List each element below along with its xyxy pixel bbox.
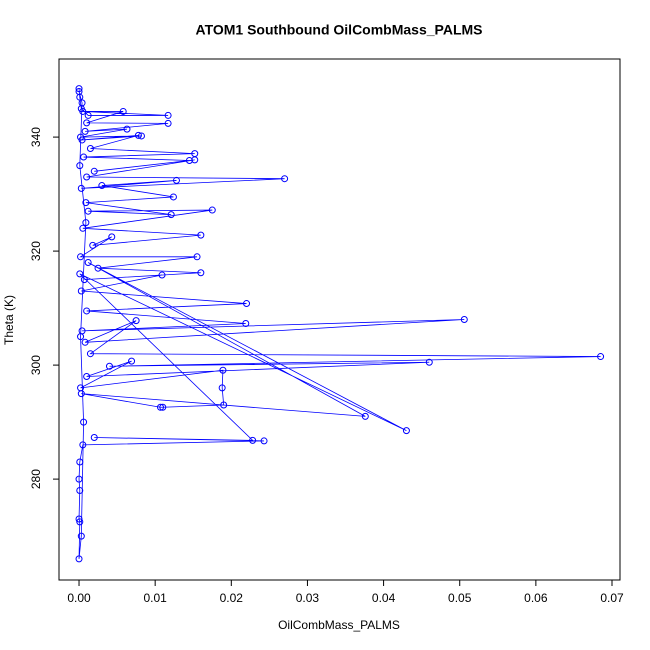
data-point: [159, 403, 167, 411]
data-point: [80, 276, 88, 284]
data-point: [83, 173, 91, 181]
data-point: [197, 231, 205, 239]
data-point: [191, 156, 199, 164]
x-axis-label: OilCombMass_PALMS: [278, 618, 400, 632]
data-point: [84, 111, 92, 119]
data-point: [76, 162, 84, 170]
data-point: [84, 207, 92, 215]
data-point: [193, 253, 201, 261]
data-point: [75, 475, 83, 483]
data-point: [218, 384, 226, 392]
data-point: [79, 441, 87, 449]
data-point: [83, 373, 91, 381]
plot-frame: [58, 58, 621, 581]
y-tick-label: 320: [29, 241, 43, 261]
data-point: [81, 127, 89, 135]
data-point: [169, 193, 177, 201]
data-point: [164, 119, 172, 127]
y-tick-label: 340: [29, 127, 43, 147]
data-point: [77, 532, 85, 540]
data-point: [86, 144, 94, 152]
x-tick-label: 0.04: [372, 591, 396, 605]
data-point: [219, 366, 227, 374]
data-point: [80, 153, 88, 161]
data-point: [82, 219, 90, 227]
x-tick-label: 0.07: [600, 591, 624, 605]
data-point: [79, 224, 87, 232]
data-line: [78, 88, 601, 559]
data-point: [260, 437, 268, 445]
data-point: [84, 258, 92, 266]
y-axis-label: Theta (K): [2, 295, 16, 345]
data-point: [108, 233, 116, 241]
data-point: [75, 85, 83, 93]
data-point: [77, 253, 85, 261]
data-point: [83, 119, 91, 127]
data-point: [460, 316, 468, 323]
data-point: [82, 199, 90, 207]
data-point: [243, 300, 251, 308]
y-tick-label: 300: [29, 355, 43, 375]
data-point: [172, 176, 180, 184]
data-point: [425, 358, 433, 366]
data-point: [76, 270, 84, 278]
data-point: [81, 338, 89, 346]
data-point: [75, 515, 83, 523]
data-point: [242, 319, 250, 327]
data-point: [76, 487, 84, 495]
data-point: [197, 269, 205, 277]
x-tick-label: 0.00: [67, 591, 91, 605]
data-point: [83, 307, 91, 315]
data-point: [78, 136, 86, 144]
x-tick-label: 0.02: [220, 591, 244, 605]
data-point: [208, 206, 216, 214]
data-point: [94, 264, 102, 272]
data-point: [156, 403, 164, 411]
data-point: [164, 111, 172, 119]
data-point: [75, 555, 83, 563]
data-point: [361, 412, 369, 420]
data-point: [86, 350, 94, 358]
y-tick-label: 280: [29, 469, 43, 489]
data-point: [75, 87, 83, 95]
data-point: [128, 357, 136, 365]
data-point: [77, 390, 85, 398]
data-point: [123, 125, 131, 133]
data-point: [132, 317, 140, 325]
data-point: [77, 184, 85, 192]
data-point: [167, 211, 175, 219]
data-point: [76, 458, 84, 466]
data-point: [281, 175, 289, 183]
data-point: [402, 427, 410, 435]
data-point: [220, 401, 228, 409]
x-tick-label: 0.03: [296, 591, 320, 605]
data-point: [137, 132, 145, 140]
data-point: [119, 107, 127, 115]
data-point: [89, 241, 97, 249]
data-point: [90, 167, 98, 175]
data-point: [77, 333, 85, 341]
data-point: [80, 418, 88, 426]
data-point: [134, 131, 142, 139]
data-point: [105, 362, 113, 370]
data-point: [98, 182, 106, 190]
data-point: [76, 518, 84, 526]
x-tick-label: 0.01: [143, 591, 167, 605]
data-point: [185, 156, 193, 164]
data-point: [77, 287, 85, 295]
chart-title: ATOM1 Southbound OilCombMass_PALMS: [196, 22, 483, 38]
data-point: [158, 271, 166, 279]
data-point: [78, 99, 86, 107]
data-point: [597, 353, 605, 361]
data-point: [90, 433, 98, 441]
x-tick-label: 0.05: [448, 591, 472, 605]
data-point: [79, 107, 87, 115]
data-point: [249, 436, 257, 444]
x-tick-label: 0.06: [524, 591, 548, 605]
